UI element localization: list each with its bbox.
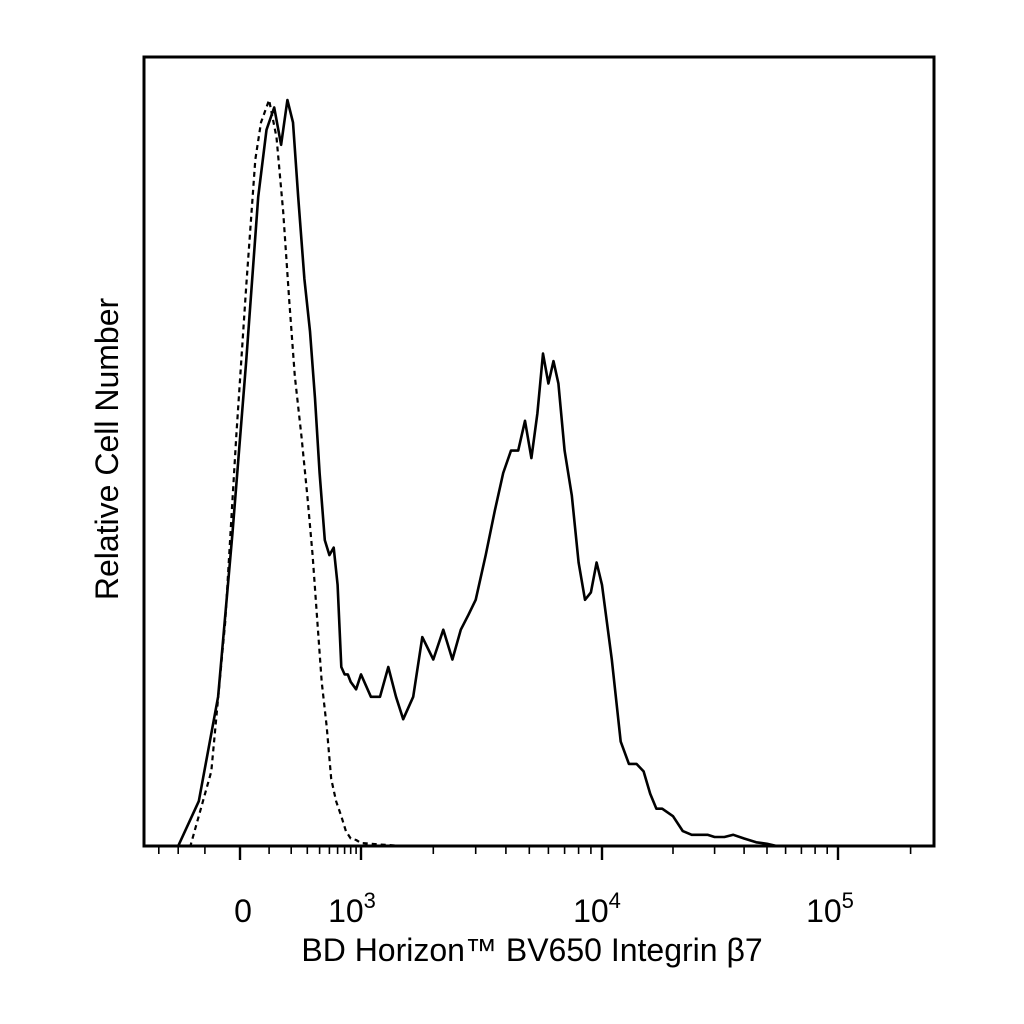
y-axis-title: Relative Cell Number: [89, 297, 125, 600]
x-tick-label-100000: 105: [806, 888, 854, 929]
x-tick-label-10000: 104: [573, 888, 621, 929]
x-major-ticks: [238, 846, 840, 860]
series-solid-line: [177, 98, 934, 848]
series-dashed-line: [144, 98, 934, 848]
x-axis-title: BD Horizon™ BV650 Integrin β7: [301, 932, 762, 968]
plot-frame: [142, 55, 936, 848]
series-layer: [144, 98, 934, 848]
x-tick-label-1000: 103: [328, 888, 376, 929]
x-tick-label-0: 0: [234, 893, 252, 929]
x-minor-ticks: [158, 846, 912, 854]
